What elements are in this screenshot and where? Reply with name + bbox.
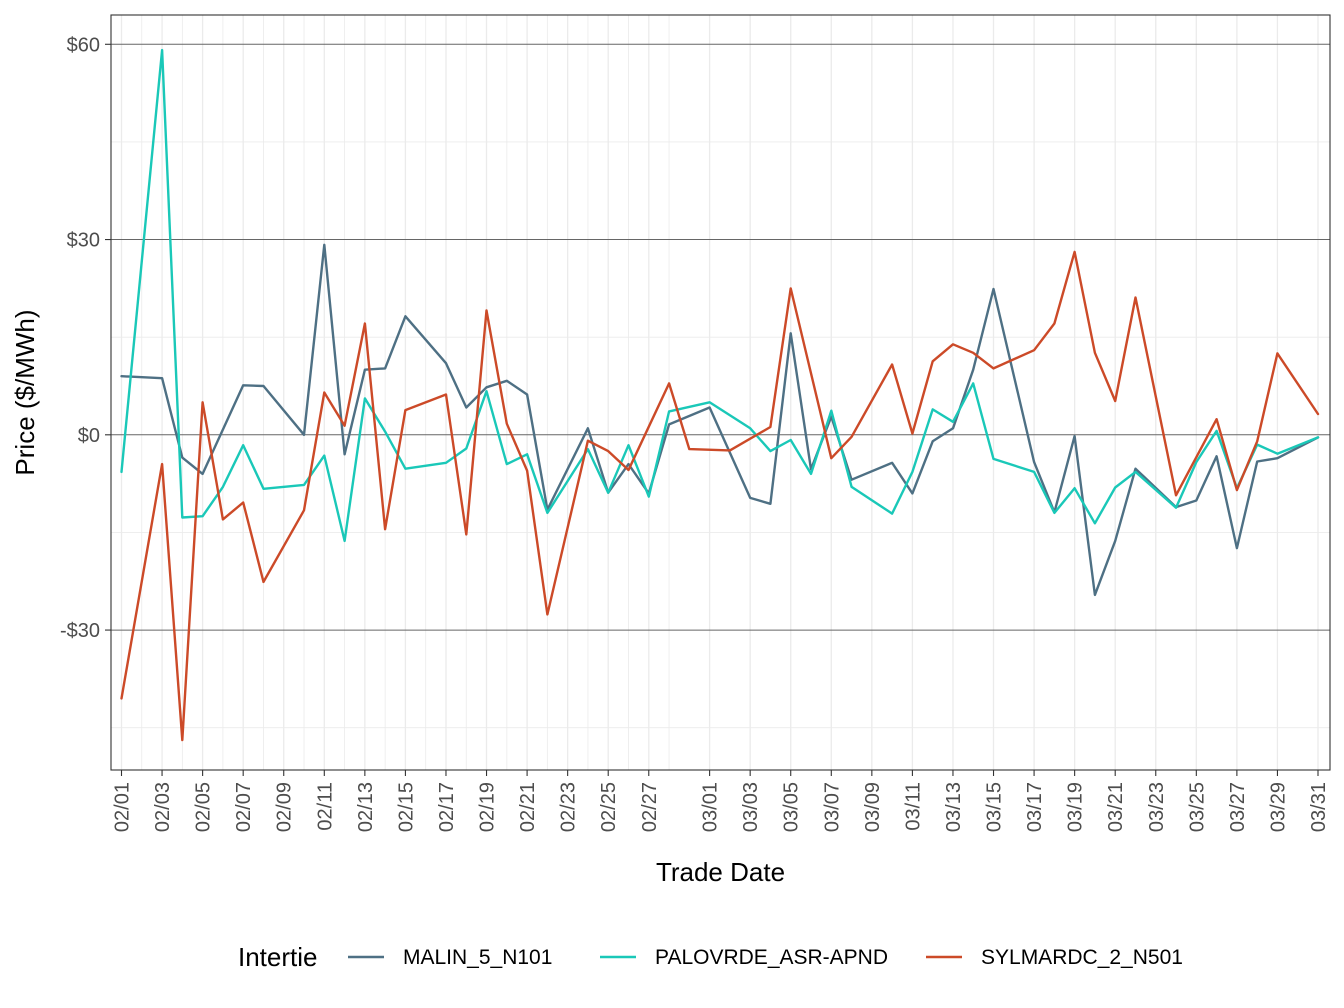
legend-title: Intertie xyxy=(238,942,318,972)
x-tick-label: 02/11 xyxy=(314,782,336,831)
x-tick-label: 03/31 xyxy=(1308,782,1330,832)
x-tick-label: 03/29 xyxy=(1267,782,1289,832)
x-tick-label: 03/27 xyxy=(1227,782,1249,832)
legend-items: MALIN_5_N101 PALOVRDE_ASR-APND SYLMARDC_2_… xyxy=(348,946,1183,969)
series-line-sylmardc_2_n501 xyxy=(120,250,1320,742)
series-line-palovrde_asr-apnd xyxy=(120,48,1320,543)
series-lines xyxy=(120,48,1320,742)
x-tick-label: 02/05 xyxy=(193,782,215,832)
x-tick-label: 03/13 xyxy=(943,782,965,832)
x-tick-label: 03/21 xyxy=(1105,782,1127,832)
y-tick-label: -$30 xyxy=(60,620,100,642)
plot-panel-border xyxy=(110,14,1331,771)
x-tick-label: 03/19 xyxy=(1065,782,1087,832)
x-tick-label: 03/09 xyxy=(862,782,884,832)
x-tick-label: 02/07 xyxy=(233,782,255,832)
legend: Intertie MALIN_5_N101 PALOVRDE_ASR-APND SY… xyxy=(238,942,1183,972)
x-tick-label: 02/27 xyxy=(639,782,661,832)
x-tick-label: 03/07 xyxy=(821,782,843,832)
x-tick-label: 03/11 xyxy=(902,782,924,831)
x-axis: 02/01 02/03 02/05 02/07 02/09 02/11 02/13 02/15… xyxy=(112,770,1330,832)
x-tick-label: 03/03 xyxy=(740,782,762,832)
x-tick-label: 03/17 xyxy=(1024,782,1046,832)
y-tick-label: $30 xyxy=(67,230,100,252)
y-tick-label: $0 xyxy=(78,425,100,447)
x-tick-label: 02/03 xyxy=(152,782,174,832)
major-y-gridlines xyxy=(111,43,1330,631)
x-tick-label: 03/23 xyxy=(1146,782,1168,832)
x-tick-label: 02/23 xyxy=(558,782,580,832)
x-tick-label: 02/21 xyxy=(517,782,539,832)
legend-label: MALIN_5_N101 xyxy=(403,946,552,969)
x-tick-label: 03/15 xyxy=(984,782,1006,832)
x-axis-title: Trade Date xyxy=(656,857,785,887)
x-tick-label: 03/05 xyxy=(781,782,803,832)
y-axis-title: Price ($/MWh) xyxy=(10,309,40,475)
series-line-malin_5_n101 xyxy=(120,243,1320,597)
x-tick-label: 02/13 xyxy=(355,782,377,832)
legend-label: SYLMARDC_2_N501 xyxy=(981,946,1183,969)
x-tick-label: 02/25 xyxy=(598,782,620,832)
x-tick-label: 02/15 xyxy=(395,782,417,832)
y-axis: $60 $30 $0 -$30 xyxy=(60,34,111,642)
y-tick-label: $60 xyxy=(67,34,100,56)
legend-label: PALOVRDE_ASR-APND xyxy=(655,946,888,969)
x-tick-label: 03/01 xyxy=(700,782,722,832)
x-tick-label: 02/09 xyxy=(274,782,296,832)
x-tick-label: 02/01 xyxy=(112,782,134,832)
x-tick-label: 02/19 xyxy=(477,782,499,832)
x-tick-label: 02/17 xyxy=(436,782,458,832)
x-tick-label: 03/25 xyxy=(1186,782,1208,832)
major-x-gridlines xyxy=(120,15,1319,770)
